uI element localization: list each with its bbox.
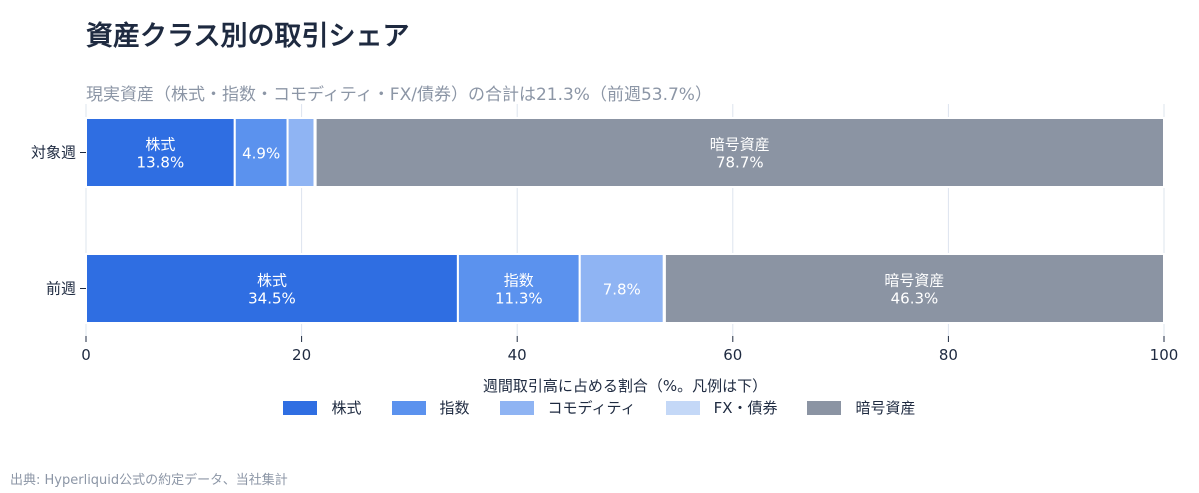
data-label-value: 78.7% [716,154,764,172]
legend-swatch [807,400,842,415]
y-tick-label: 対象週 [31,144,76,162]
legend-item: コモディティ [499,397,636,418]
data-label-name: 株式 [145,136,175,154]
legend-item: 指数 [391,397,470,418]
x-axis: 0 20 40 60 80 100 [81,336,1178,364]
data-label-name: 指数 [504,272,534,290]
legend-swatch [499,400,534,415]
bar-segment [456,253,581,324]
x-tick-label: 40 [508,346,527,364]
data-label-name: 株式 [257,272,287,290]
x-tick-label: 60 [723,346,742,364]
bar-segment [663,253,1165,324]
bar-segment [286,117,316,188]
bar-segment [314,117,1165,188]
data-label-name: 暗号資産 [710,136,770,154]
bar-segment [578,253,665,324]
legend-label: FX・債券 [713,399,778,417]
legend-swatch [391,400,426,415]
legend-label: 暗号資産 [855,399,916,417]
source-note: 出典: Hyperliquid公式の約定データ、当社集計 [10,473,288,488]
data-label-value: 7.8% [603,281,641,299]
chart-subtitle: 現実資産（株式・指数・コモディティ・FX/債券）の合計は21.3%（前週53.7… [86,85,712,105]
x-tick-label: 80 [939,346,958,364]
legend: 株式 指数 コモディティ FX・債券 暗号資産 [0,397,1199,418]
legend-label: コモディティ [547,399,636,417]
x-tick-label: 0 [81,346,91,364]
y-tick-label: 前週 [46,280,76,298]
legend-swatch [665,400,700,415]
legend-item: 暗号資産 [807,397,916,418]
legend-swatch [283,400,318,415]
data-label-value: 11.3% [495,290,543,308]
x-tick-label: 100 [1150,346,1179,364]
legend-label: 指数 [439,399,470,417]
legend-item: FX・債券 [665,397,778,418]
x-tick-label: 20 [292,346,311,364]
data-label-value: 34.5% [248,290,296,308]
legend-item: 株式 [283,397,362,418]
data-label-value: 13.8% [137,154,185,172]
legend-label: 株式 [331,399,362,417]
data-label-value: 4.9% [242,145,280,163]
data-label-value: 46.3% [891,290,939,308]
bar-segment [233,117,289,188]
x-axis-label: 週間取引高に占める割合（%。凡例は下） [483,377,767,395]
data-label-name: 暗号資産 [884,272,944,290]
chart-title: 資産クラス別の取引シェア [86,21,410,52]
